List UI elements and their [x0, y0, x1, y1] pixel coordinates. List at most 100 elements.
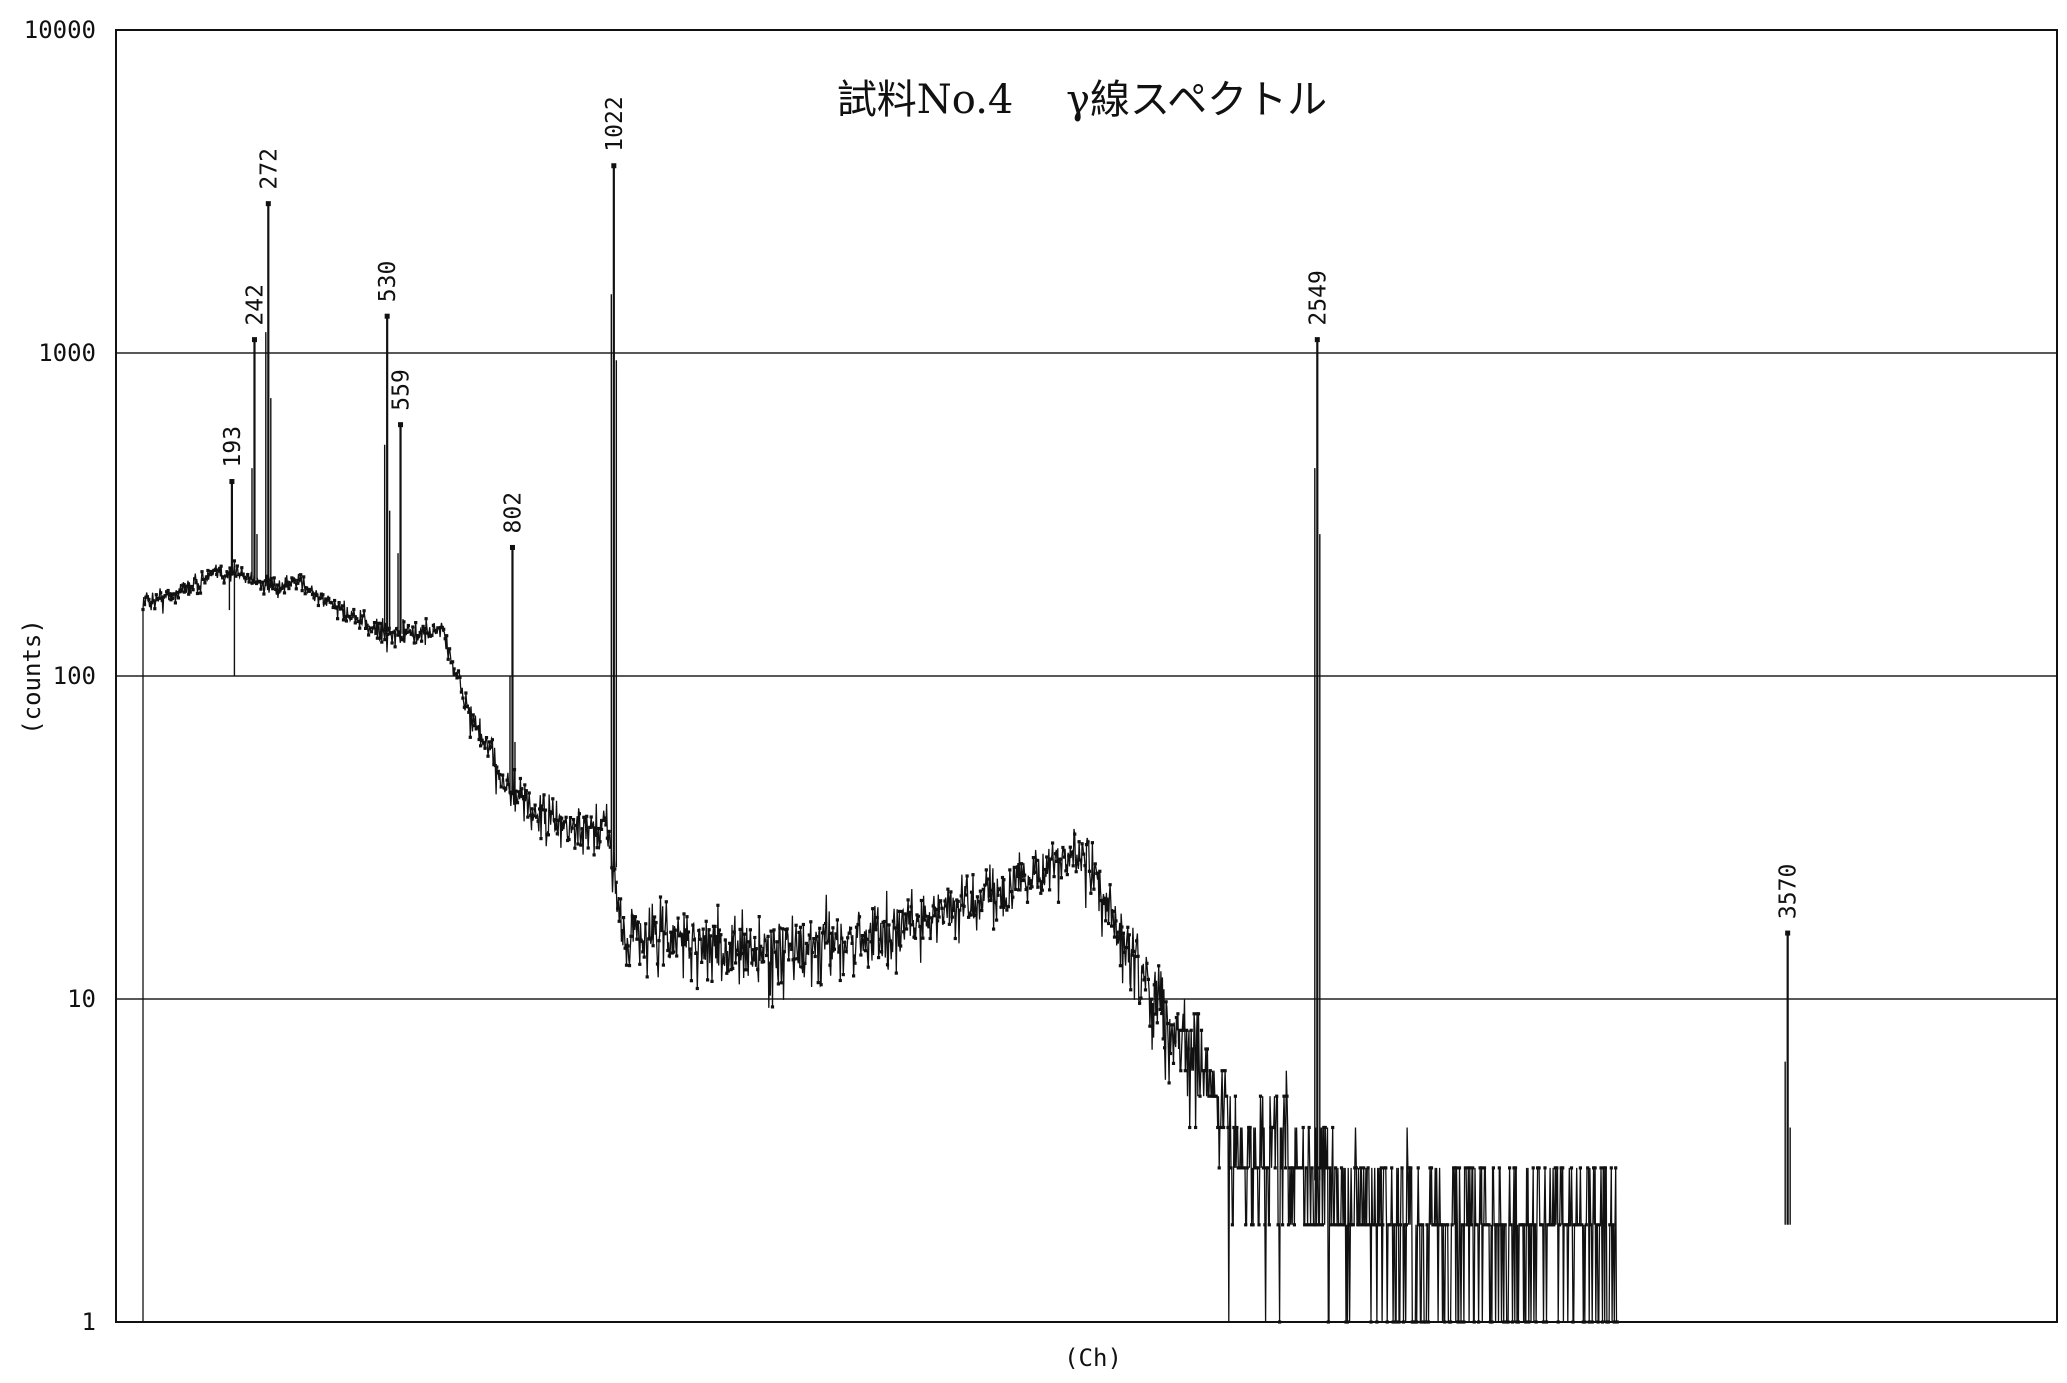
data-point	[1182, 1028, 1186, 1032]
data-point	[707, 928, 711, 932]
data-point	[206, 568, 210, 573]
data-point	[246, 573, 250, 577]
grid-lines	[116, 29, 2057, 1323]
data-point	[465, 705, 469, 709]
data-point	[720, 961, 724, 965]
data-point	[818, 926, 822, 930]
data-point	[299, 573, 303, 577]
data-point	[872, 925, 876, 929]
data-point	[1235, 1125, 1239, 1130]
data-point	[939, 899, 943, 903]
data-point	[1092, 887, 1096, 891]
data-point	[891, 919, 895, 923]
data-point	[981, 887, 985, 891]
data-point	[644, 922, 648, 926]
peak-top-point	[1314, 337, 1320, 343]
data-point	[1608, 1223, 1612, 1227]
data-point	[1205, 1047, 1209, 1051]
data-point	[380, 640, 384, 644]
data-point	[1425, 1223, 1429, 1227]
data-point	[337, 601, 341, 605]
data-point	[157, 596, 161, 600]
data-point	[854, 925, 859, 929]
data-point	[1098, 869, 1102, 873]
peak-markers: 193 242 272 530 559 802 1022 2549 3570	[220, 96, 1802, 1225]
data-point	[809, 920, 813, 924]
data-point	[147, 597, 151, 602]
data-point	[748, 928, 752, 932]
data-point	[586, 846, 590, 850]
data-point	[490, 738, 494, 742]
data-point	[1418, 1223, 1422, 1227]
data-point	[591, 823, 595, 827]
data-point	[381, 628, 385, 632]
data-point	[1049, 857, 1053, 861]
data-point	[234, 574, 238, 578]
data-point	[1357, 1223, 1361, 1227]
data-point	[1267, 1223, 1271, 1227]
data-point	[1015, 874, 1019, 878]
data-point	[546, 833, 550, 837]
data-point	[1202, 1069, 1206, 1073]
data-point	[1101, 899, 1105, 903]
data-point	[890, 942, 894, 946]
data-point	[686, 930, 691, 934]
peak-top-point	[398, 422, 404, 428]
data-point	[552, 818, 556, 822]
data-point	[535, 815, 539, 819]
data-point	[470, 720, 474, 724]
data-point	[1320, 1223, 1324, 1227]
data-point	[1446, 1223, 1450, 1227]
data-point	[536, 819, 540, 823]
data-point	[800, 965, 804, 969]
data-point	[549, 810, 553, 815]
data-point	[797, 930, 801, 934]
data-point	[1146, 977, 1150, 981]
data-point	[781, 927, 785, 931]
data-point	[542, 793, 546, 797]
data-point	[995, 918, 999, 922]
data-point	[1373, 1223, 1377, 1227]
data-point	[832, 947, 836, 951]
data-point	[1062, 855, 1066, 859]
data-point	[1223, 1069, 1227, 1073]
data-point	[627, 964, 632, 968]
data-point	[688, 947, 692, 951]
data-point	[452, 667, 456, 671]
data-point	[1021, 878, 1025, 883]
data-point	[527, 791, 531, 795]
data-point	[1177, 1028, 1181, 1032]
data-point	[1396, 1223, 1400, 1227]
data-point	[655, 962, 660, 966]
data-point	[723, 938, 727, 942]
data-point	[888, 939, 892, 943]
data-point	[218, 566, 222, 570]
data-point	[1482, 1166, 1487, 1170]
peak-label: 530	[375, 261, 401, 303]
data-point	[1059, 876, 1063, 880]
data-point	[153, 607, 157, 611]
data-point	[897, 909, 901, 913]
data-point	[1533, 1223, 1537, 1227]
data-point	[300, 589, 304, 593]
data-point	[1577, 1223, 1581, 1227]
data-point	[1124, 946, 1128, 950]
data-point	[517, 790, 521, 794]
data-point	[806, 944, 810, 948]
data-point	[455, 676, 459, 680]
data-point	[651, 944, 655, 948]
data-point	[1024, 887, 1028, 892]
data-point	[1174, 1015, 1178, 1020]
data-point	[793, 957, 797, 961]
data-point	[1132, 949, 1136, 953]
data-point	[1611, 1223, 1615, 1227]
data-point	[751, 948, 755, 952]
data-point	[595, 846, 599, 850]
data-point	[1158, 1007, 1162, 1012]
data-point	[909, 905, 913, 909]
data-point	[1090, 841, 1094, 845]
data-point	[1121, 931, 1125, 935]
data-point	[1112, 935, 1117, 939]
data-point	[361, 614, 365, 618]
data-point	[1009, 890, 1013, 894]
